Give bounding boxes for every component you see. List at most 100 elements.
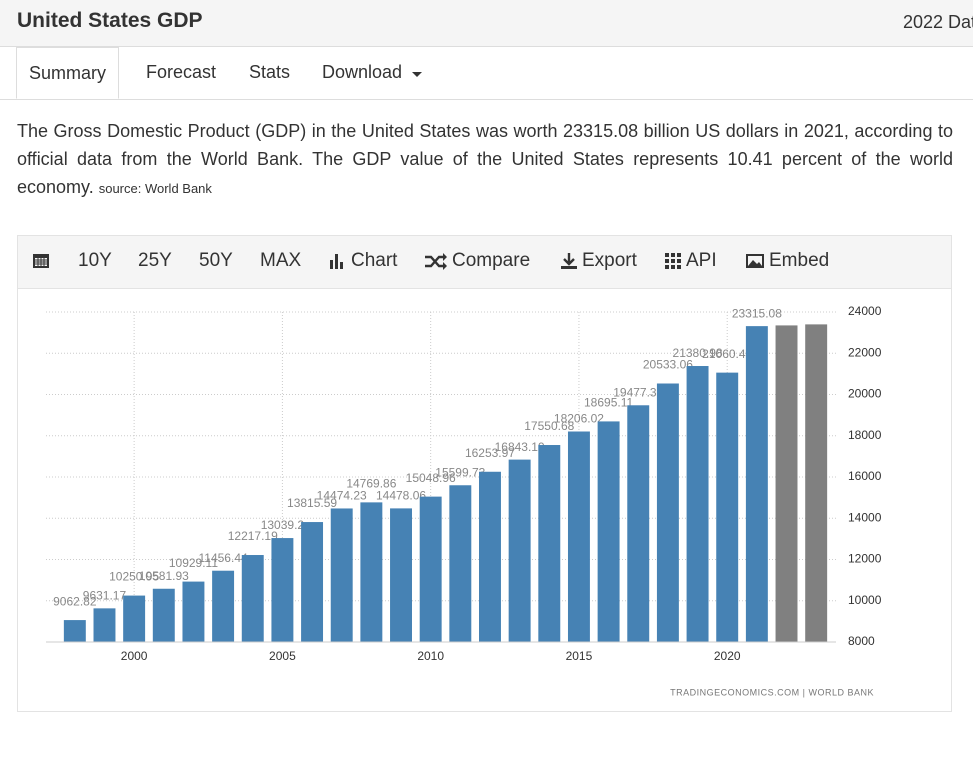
bar bbox=[360, 502, 383, 642]
bar bbox=[330, 508, 353, 642]
data-label: 16843.19 bbox=[495, 440, 545, 454]
x-tick-label: 2015 bbox=[566, 649, 593, 663]
data-label: 10929.11 bbox=[169, 556, 218, 570]
data-label: 20533.06 bbox=[643, 358, 693, 372]
x-tick-label: 2000 bbox=[121, 649, 148, 663]
tab-label: Download bbox=[322, 62, 403, 82]
data-label: 14474.23 bbox=[317, 489, 367, 503]
summary-text: The Gross Domestic Product (GDP) in the … bbox=[17, 121, 953, 197]
data-label: 17550.68 bbox=[524, 419, 574, 433]
button-label: API bbox=[686, 250, 717, 271]
y-tick-label: 18000 bbox=[848, 428, 882, 442]
date-text: 2022 Data bbox=[903, 12, 973, 32]
bar bbox=[745, 326, 768, 642]
data-label: 14478.06 bbox=[376, 489, 426, 503]
data-label: 15048.96 bbox=[406, 471, 456, 485]
summary: The Gross Domestic Product (GDP) in the … bbox=[17, 117, 953, 203]
data-label: 12217.19 bbox=[228, 529, 278, 543]
icon bbox=[746, 254, 764, 268]
bar bbox=[63, 620, 86, 642]
chart: 8000 10000 12000 14000 16000 18000 20000 22000 2… bbox=[46, 304, 882, 697]
tab[interactable]: Stats bbox=[249, 47, 290, 99]
tab-label: Forecast bbox=[146, 62, 217, 82]
tab-bar: Summary Forecast Stats Download bbox=[0, 47, 973, 100]
data-label: 16253.97 bbox=[465, 446, 515, 460]
button-label: Compare bbox=[452, 250, 531, 271]
chart-panel: 10Y 25Y 50Y MAX Chart Compare Export API… bbox=[17, 235, 952, 712]
credit: TRADINGECONOMICS.COM | WORLD BANK bbox=[670, 687, 874, 697]
bar bbox=[301, 522, 324, 642]
source: source: World Bank bbox=[98, 181, 212, 196]
data-label: 18206.02 bbox=[554, 412, 604, 426]
tab-label: Stats bbox=[249, 62, 291, 82]
data-label: 13039.2 bbox=[261, 518, 305, 532]
header: United States GDP 2022 Data bbox=[0, 0, 973, 47]
bar bbox=[152, 588, 175, 642]
bar bbox=[508, 459, 531, 642]
icon bbox=[330, 254, 343, 269]
data-label: 10250.95 bbox=[109, 570, 159, 584]
button-label: Chart bbox=[351, 250, 398, 271]
y-tick-label: 22000 bbox=[848, 345, 882, 359]
data-label: 10581.93 bbox=[139, 569, 189, 583]
range-button[interactable]: 25Y bbox=[138, 250, 172, 271]
y-tick-label: 20000 bbox=[848, 387, 882, 401]
tab[interactable]: Summary bbox=[16, 47, 120, 99]
data-label: 21060.47 bbox=[702, 347, 752, 361]
bar bbox=[686, 366, 709, 642]
bar bbox=[212, 570, 235, 642]
data-label: 9631.17 bbox=[83, 589, 127, 603]
x-tick-label: 2005 bbox=[269, 649, 296, 663]
bar bbox=[182, 581, 205, 642]
data-label: 9062.82 bbox=[53, 594, 97, 608]
data-label: 19477.34 bbox=[613, 385, 663, 399]
button-label: Export bbox=[582, 250, 637, 271]
button-label: Embed bbox=[769, 250, 830, 271]
page-title: United States GDP bbox=[17, 9, 203, 32]
bar bbox=[716, 372, 739, 642]
y-tick-label: 14000 bbox=[848, 510, 882, 524]
embed-button[interactable]: Embed bbox=[745, 250, 829, 272]
icon bbox=[665, 253, 681, 269]
bar bbox=[449, 485, 472, 642]
tab[interactable]: Download bbox=[322, 47, 423, 99]
data-label: 11456.44 bbox=[199, 551, 248, 565]
data-label: 21380.98 bbox=[673, 346, 723, 360]
range-button[interactable]: 50Y bbox=[199, 250, 233, 271]
compare-button[interactable]: Compare bbox=[424, 250, 530, 272]
range-button[interactable]: 10Y bbox=[78, 250, 112, 271]
bar bbox=[93, 608, 116, 642]
bar bbox=[241, 555, 264, 642]
bar bbox=[775, 325, 798, 642]
calendar-icon[interactable] bbox=[32, 251, 50, 269]
tab[interactable]: Forecast bbox=[146, 47, 216, 99]
data-label: 13815.59 bbox=[287, 496, 337, 510]
bar bbox=[805, 324, 828, 642]
bar bbox=[271, 538, 294, 642]
tab-label: Summary bbox=[29, 63, 107, 83]
x-tick-label: 2010 bbox=[417, 649, 444, 663]
data-label: 18695.11 bbox=[584, 396, 633, 410]
range-button[interactable]: MAX bbox=[260, 250, 302, 271]
chart-button[interactable]: Chart bbox=[329, 250, 397, 272]
data-label: 15599.73 bbox=[435, 465, 485, 479]
toolbar: 10Y 25Y 50Y MAX Chart Compare Export API… bbox=[18, 236, 951, 289]
bar bbox=[656, 383, 679, 642]
data-label: 23315.08 bbox=[732, 306, 782, 320]
data-label: 14769.86 bbox=[346, 477, 396, 491]
bar bbox=[123, 595, 146, 642]
bar bbox=[597, 421, 620, 642]
y-tick-label: 10000 bbox=[848, 593, 882, 607]
bar bbox=[419, 496, 442, 642]
x-tick-label: 2020 bbox=[714, 649, 741, 663]
icon bbox=[561, 253, 577, 269]
export-button[interactable]: Export bbox=[560, 250, 637, 272]
y-tick-label: 24000 bbox=[848, 304, 882, 318]
y-tick-label: 12000 bbox=[848, 552, 882, 566]
api-button[interactable]: API bbox=[664, 250, 717, 272]
y-tick-label: 8000 bbox=[848, 634, 875, 648]
caret bbox=[412, 72, 423, 77]
icon bbox=[425, 253, 447, 270]
bar bbox=[567, 431, 590, 642]
